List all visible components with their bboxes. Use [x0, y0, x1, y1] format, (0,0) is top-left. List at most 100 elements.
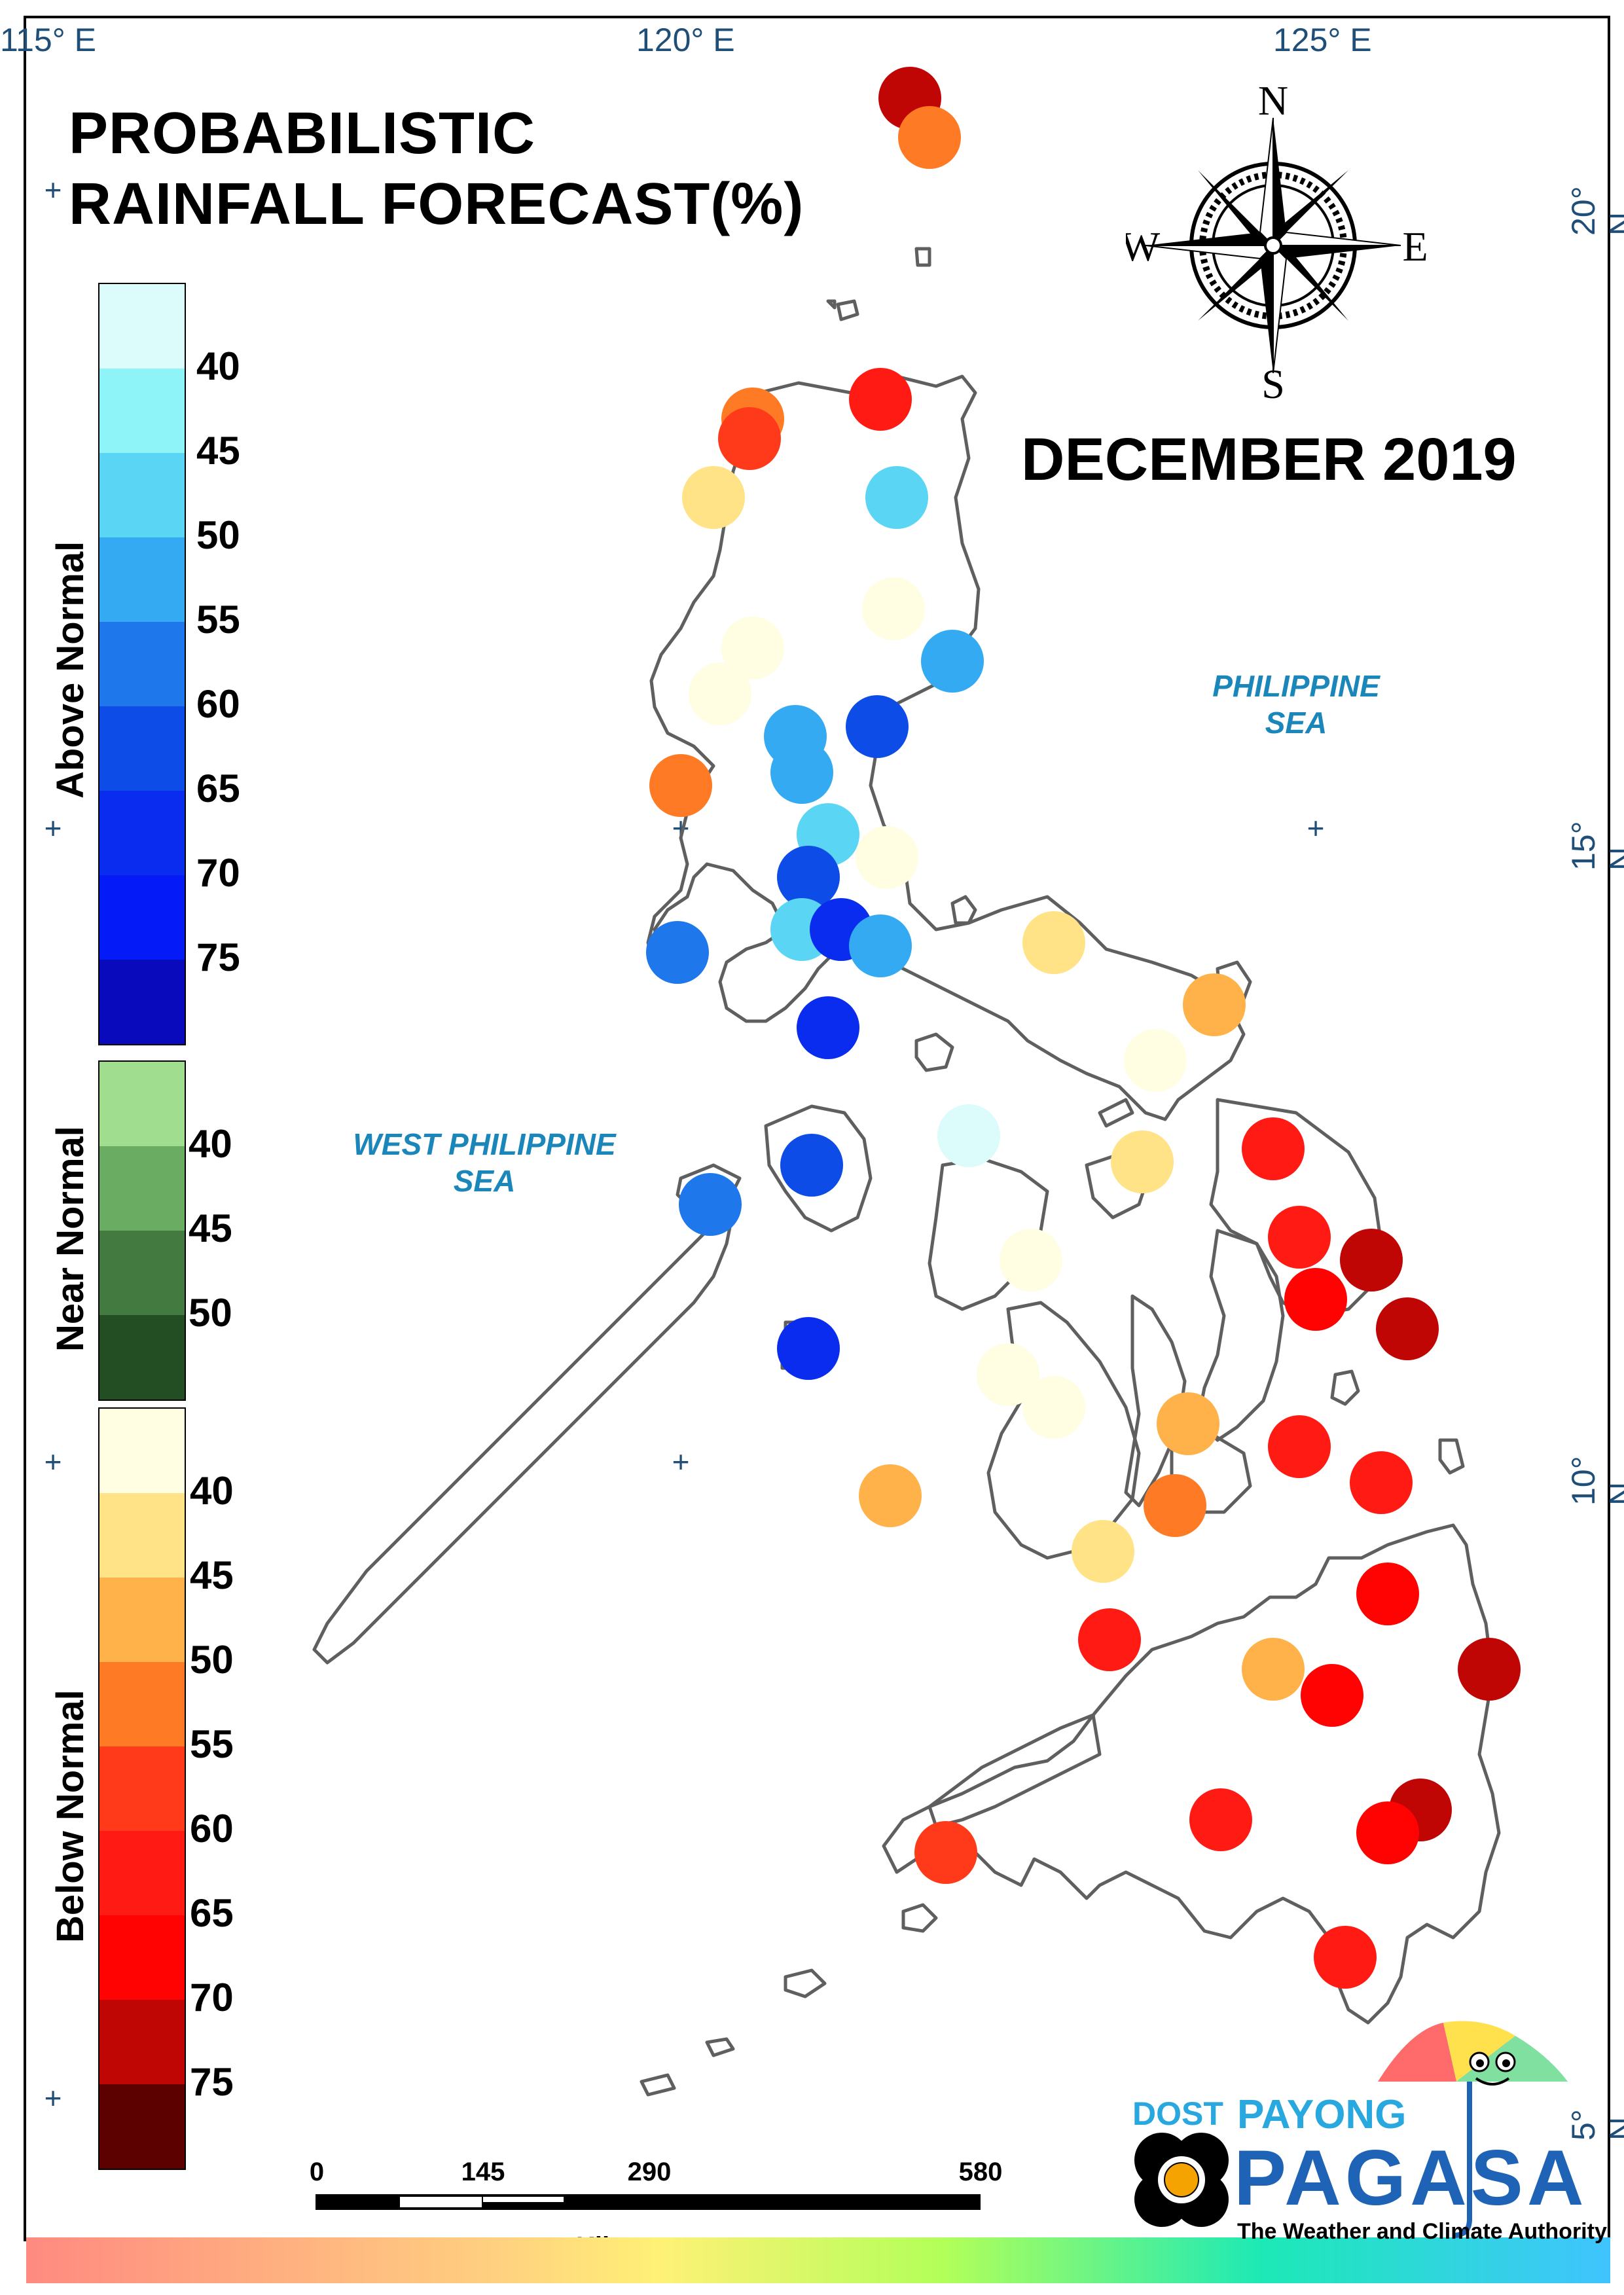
forecast-circle: [865, 466, 928, 529]
scale-bar-graphic: [316, 2194, 981, 2210]
graticule-mark: +: [44, 811, 62, 845]
legend-swatch: [99, 1915, 185, 2000]
lon-label-115: 115° E: [0, 22, 96, 58]
forecast-circle: [679, 1173, 742, 1236]
philippine-sea-label: PHILIPPINE SEA: [1165, 668, 1427, 741]
legend-swatch: [99, 537, 185, 622]
zamboanga-peninsula: [928, 1713, 1102, 1828]
graticule-mark: +: [672, 1445, 690, 1479]
legend-label: 40: [196, 344, 240, 388]
dost-label: DOST: [1132, 2095, 1223, 2132]
legend-swatch: [99, 791, 185, 875]
forecast-circle: [770, 741, 833, 804]
forecast-circle: [1022, 911, 1085, 974]
compass-w: W: [1126, 223, 1161, 270]
legend-swatch: [99, 369, 185, 453]
legend-swatch: [99, 622, 185, 706]
forecast-circle: [797, 996, 859, 1059]
legend-label: 60: [190, 1807, 234, 1851]
legend-label: 65: [196, 767, 240, 810]
forecast-circle: [1376, 1297, 1439, 1360]
forecast-circle: [1314, 1926, 1377, 1989]
forecast-circles: [646, 67, 1521, 1989]
legend-label: 60: [196, 682, 240, 726]
pagasa-label: PAGASA: [1234, 2134, 1588, 2222]
forecast-circle: [1356, 1801, 1419, 1864]
forecast-circle: [718, 407, 781, 470]
legend-swatch: [99, 960, 185, 1044]
map-title: PROBABILISTIC RAINFALL FORECAST(%): [69, 98, 804, 240]
legend-label: 55: [196, 598, 240, 642]
sulu-island: [784, 1968, 827, 1998]
payong-pagasa-logo: [1132, 2021, 1568, 2238]
graticule-mark: +: [44, 1445, 62, 1479]
compass-n: N: [1258, 85, 1288, 124]
forecast-circle: [1268, 1415, 1331, 1478]
legend-below-normal-title: Below Normal: [49, 1690, 92, 1943]
forecast-circle: [856, 826, 918, 889]
legend-label: 45: [196, 429, 240, 473]
scale-label-290: 290: [627, 2158, 672, 2186]
forecast-circle: [1144, 1474, 1206, 1537]
legend-label: 45: [190, 1553, 234, 1597]
scale-label-580: 580: [958, 2158, 1003, 2186]
babuyan-island: [826, 299, 837, 310]
forecast-circle: [1350, 1451, 1413, 1514]
forecast-circle: [646, 921, 709, 984]
legend-label: 40: [189, 1122, 232, 1166]
forecast-circle: [1458, 1638, 1521, 1701]
forecast-circle: [1078, 1608, 1141, 1671]
forecast-circle: [859, 1464, 922, 1527]
legend-label: 50: [189, 1291, 232, 1335]
forecast-circle: [862, 577, 925, 640]
forecast-circle: [1242, 1638, 1305, 1701]
forecast-circle: [1072, 1520, 1134, 1583]
legend-swatch: [99, 2084, 185, 2169]
legend-label: 70: [196, 851, 240, 895]
forecast-circle: [780, 1134, 843, 1197]
babuyan-island: [914, 247, 931, 267]
compass-s: S: [1261, 361, 1285, 399]
bottom-gradient-bar: [26, 2237, 1610, 2283]
forecast-circle: [1301, 1664, 1363, 1727]
legend-swatch: [99, 875, 185, 960]
compass-rose-icon: N S E W: [1126, 85, 1427, 399]
burias-island: [1098, 1098, 1134, 1128]
west-philippine-sea-line2: SEA: [453, 1164, 516, 1198]
forecast-circle: [1111, 1130, 1174, 1193]
forecast-circle: [937, 1104, 1000, 1167]
basilan-island: [901, 1903, 938, 1933]
legend-below-normal: [98, 1407, 186, 2170]
legend-swatch: [99, 1662, 185, 1746]
legend-swatch: [99, 453, 185, 537]
forecast-circle: [777, 1317, 840, 1380]
forecast-circle: [921, 630, 984, 693]
forecast-circle: [1189, 1788, 1252, 1851]
forecast-circle: [849, 368, 912, 431]
legend-swatch: [99, 1578, 185, 1662]
polillo-island: [950, 895, 977, 925]
legend-near-normal: [98, 1060, 186, 1401]
map-title-line1: PROBABILISTIC: [69, 101, 536, 166]
marinduque-island: [914, 1032, 954, 1072]
forecast-circle: [1356, 1563, 1419, 1625]
legend-swatch: [99, 706, 185, 791]
panay-island: [928, 1157, 1049, 1311]
siargao-island: [1438, 1438, 1465, 1475]
forecast-circle: [846, 695, 909, 758]
forecast-circle: [682, 466, 745, 529]
forecast-circle: [849, 914, 912, 977]
philippine-sea-line1: PHILIPPINE: [1212, 669, 1380, 703]
lon-label-120: 120° E: [636, 22, 735, 58]
legend-label: 40: [190, 1469, 234, 1513]
legend-swatch: [99, 1493, 185, 1578]
mindoro-island: [764, 1104, 873, 1233]
legend-near-normal-title: Near Normal: [49, 1126, 92, 1352]
legend-swatch: [99, 1746, 185, 1831]
legend-swatch: [99, 1231, 185, 1315]
graticule-mark: +: [44, 2081, 62, 2115]
forecast-circle: [1124, 1029, 1187, 1092]
graticule-mark: +: [44, 173, 62, 207]
legend-label: 45: [189, 1206, 232, 1250]
